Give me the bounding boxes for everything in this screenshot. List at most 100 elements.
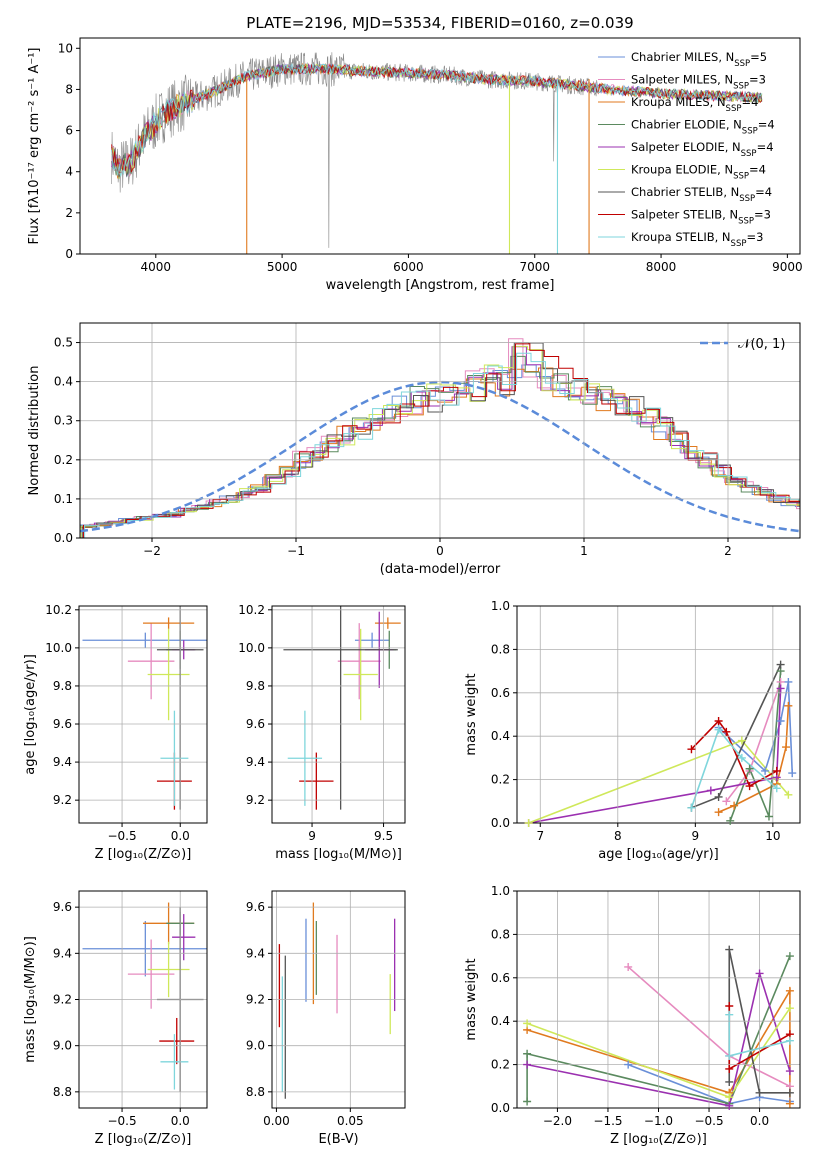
weight-marker — [784, 790, 793, 799]
y-tick-label: 10 — [58, 41, 73, 55]
legend-label: Kroupa STELIB, NSSP=3 — [631, 230, 763, 249]
y-axis-label: mass weight — [464, 958, 479, 1040]
x-tick-label: 2 — [724, 544, 732, 558]
weight-marker — [714, 725, 723, 734]
x-tick-label: 0.0 — [171, 829, 190, 843]
y-tick-label: 9.2 — [53, 793, 72, 807]
weight-line — [627, 1063, 791, 1105]
x-axis-label: age [log₁₀(age/yr)] — [598, 847, 719, 862]
panel-age_vs_Z: −0.5 0.0 9.2 9.4 9.6 9.8 10.0 10.2 Z [log₁₀(Z/Z⊙… — [23, 603, 208, 862]
weight-marker — [725, 1064, 734, 1073]
x-tick-label: 9 — [308, 829, 316, 843]
weight-marker — [725, 1101, 734, 1110]
weight-marker — [784, 677, 793, 686]
y-tick-label: 0.2 — [54, 453, 73, 467]
y-tick-label: 0.4 — [491, 1014, 510, 1028]
weight-marker — [714, 717, 723, 726]
y-tick-label: 0 — [65, 247, 73, 261]
weight-marker — [785, 986, 794, 995]
x-tick-label: −1.0 — [644, 1114, 673, 1128]
weight-line — [526, 970, 791, 1107]
y-tick-label: 9.8 — [53, 679, 72, 693]
axes-frame — [79, 37, 801, 255]
x-axis-label: wavelength [Angstrom, rest frame] — [326, 278, 555, 293]
weight-marker — [772, 784, 781, 793]
x-tick-label: −1.5 — [593, 1114, 622, 1128]
weight-marker — [523, 1097, 532, 1106]
legend-label-value: =3 — [754, 208, 771, 222]
weight-marker — [737, 736, 746, 745]
y-axis-label: mass weight — [464, 673, 479, 755]
x-tick-label: −0.5 — [107, 1114, 136, 1128]
y-tick-label: 0.6 — [491, 686, 510, 700]
legend-label: Kroupa ELODIE, NSSP=4 — [631, 163, 766, 182]
weight-marker — [785, 1088, 794, 1097]
plot-area-mass_weight_vs_age — [528, 664, 794, 823]
x-axis-label: mass [log₁₀(M/M⊙)] — [275, 847, 402, 862]
legend-label-value: =3 — [746, 230, 763, 244]
weight-marker — [725, 1051, 734, 1060]
legend-label-sub: SSP — [738, 217, 754, 227]
x-tick-label: 9 — [692, 829, 700, 843]
axes-frame — [271, 605, 406, 824]
x-tick-label: −0.5 — [107, 829, 136, 843]
x-tick-label: 7 — [536, 829, 544, 843]
weight-marker — [776, 717, 785, 726]
x-tick-label: −0.5 — [694, 1114, 723, 1128]
y-tick-label: 10.0 — [45, 641, 72, 655]
plot-area-spectrum — [111, 52, 763, 254]
figure-title: PLATE=2196, MJD=53534, FIBERID=0160, z=0… — [246, 14, 633, 32]
weight-line — [718, 681, 794, 774]
legend-label: Chabrier STELIB, NSSP=4 — [631, 185, 772, 204]
x-axis-label: Z [log₁₀(Z/Z⊙)] — [95, 847, 192, 862]
legend-label: Chabrier MILES, NSSP=5 — [631, 50, 767, 69]
y-tick-label: 0.2 — [491, 773, 510, 787]
x-tick-label: 0.0 — [171, 1114, 190, 1128]
y-tick-label: 9.6 — [246, 900, 265, 914]
weight-marker — [725, 1093, 734, 1102]
weight-marker — [722, 797, 731, 806]
weight-marker — [737, 753, 746, 762]
legend-label-sub: SSP — [742, 127, 758, 137]
y-tick-label: 2 — [65, 206, 73, 220]
weight-marker — [745, 782, 754, 791]
legend-label-value: =4 — [757, 140, 774, 154]
weight-marker — [788, 769, 797, 778]
weight-marker — [782, 743, 791, 752]
x-tick-label: 9.5 — [374, 829, 393, 843]
legend-label-sub: SSP — [733, 82, 749, 92]
x-tick-label: 8000 — [646, 260, 677, 274]
weight-marker — [722, 727, 731, 736]
histogram-step — [80, 364, 800, 526]
weight-marker — [687, 745, 696, 754]
y-tick-label: 0.2 — [491, 1058, 510, 1072]
x-tick-label: 6000 — [393, 260, 424, 274]
weight-marker — [785, 1036, 794, 1045]
x-tick-label: 1 — [580, 544, 588, 558]
panel-mass_vs_Z: −0.5 0.0 8.8 9.0 9.2 9.4 9.6 Z [log₁₀(Z/Z⊙)] mas… — [23, 890, 208, 1147]
legend-label-sub: SSP — [734, 59, 750, 69]
axes-frame — [271, 890, 406, 1109]
panel-mass_vs_EBV: 0.00 0.05 8.8 9.0 9.2 9.4 9.6 E(B-V) — [246, 890, 406, 1147]
weight-marker — [785, 1004, 794, 1013]
weight-marker — [785, 1099, 794, 1108]
y-tick-label: 0.1 — [54, 492, 73, 506]
legend-label-sub: SSP — [731, 239, 747, 249]
y-axis-label: age [log₁₀(age/yr)] — [23, 654, 38, 775]
y-tick-label: 10.2 — [45, 603, 72, 617]
x-tick-label: 4000 — [141, 260, 172, 274]
legend-label-value: =3 — [749, 73, 766, 87]
x-tick-label: 5000 — [267, 260, 298, 274]
legend-label-sub: SSP — [741, 149, 757, 159]
weight-marker — [687, 803, 696, 812]
y-tick-label: 9.6 — [246, 717, 265, 731]
y-tick-label: 0.4 — [54, 375, 73, 389]
x-tick-label: 9000 — [772, 260, 803, 274]
y-tick-label: 9.8 — [246, 679, 265, 693]
legend-label-value: =4 — [749, 163, 766, 177]
y-tick-label: 9.2 — [246, 993, 265, 1007]
legend-label: Chabrier ELODIE, NSSP=4 — [631, 118, 775, 137]
x-axis-label: E(B-V) — [318, 1132, 358, 1147]
weight-marker — [714, 792, 723, 801]
